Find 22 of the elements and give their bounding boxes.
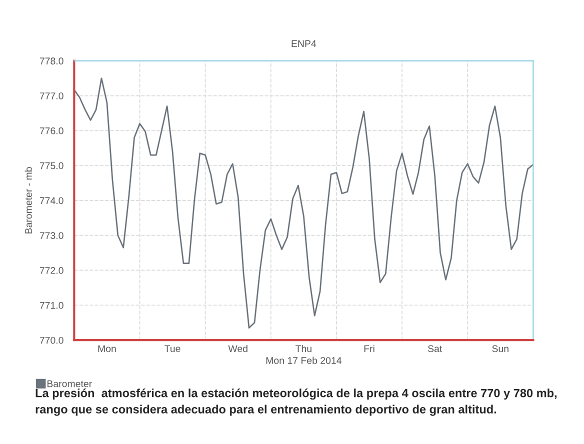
y-tick-label: 776.0 <box>40 127 64 134</box>
x-tick-label: Wed <box>228 344 248 352</box>
y-axis-title: Barometer - mb <box>24 167 32 234</box>
x-tick-label: Sun <box>492 345 508 352</box>
y-tick-label: 773.0 <box>40 232 64 239</box>
chart-title: ENP4 <box>292 40 316 47</box>
x-tick-label: Thu <box>296 344 312 352</box>
y-tick-label: 778.0 <box>40 58 64 64</box>
x-tick-label: Mon <box>98 345 116 352</box>
y-tick-label: 772.0 <box>40 267 64 274</box>
y-tick-label: 774.0 <box>40 197 64 204</box>
y-tick-label: 775.0 <box>40 162 64 170</box>
x-tick-label: Tue <box>164 345 180 352</box>
y-tick-label: 777.0 <box>40 92 64 100</box>
text: La presión atmosférica en la estación meteorológica de la prepa 4 oscila entre 770 y 780 mb, rango que se considera adecuado para el entrenamiento deportivo de gran altitud. <box>36 388 557 416</box>
x-tick-label: Sat <box>428 345 442 352</box>
x-tick-label: Fri <box>364 344 374 352</box>
x-axis-title: Mon 17 Feb 2014 <box>266 356 342 364</box>
y-tick-label: 771.0 <box>40 302 64 309</box>
legend-label: Barometer <box>48 380 92 388</box>
line-series <box>74 78 534 329</box>
y-tick-label: 770.0 <box>40 336 64 344</box>
